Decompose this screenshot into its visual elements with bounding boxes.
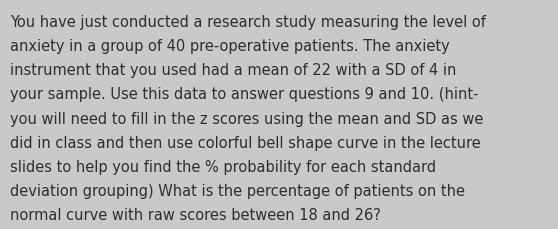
Text: deviation grouping) What is the percentage of patients on the: deviation grouping) What is the percenta… — [10, 183, 465, 198]
Text: did in class and then use colorful bell shape curve in the lecture: did in class and then use colorful bell … — [10, 135, 481, 150]
Text: You have just conducted a research study measuring the level of: You have just conducted a research study… — [10, 15, 486, 30]
Text: instrument that you used had a mean of 22 with a SD of 4 in: instrument that you used had a mean of 2… — [10, 63, 456, 78]
Text: normal curve with raw scores between 18 and 26?: normal curve with raw scores between 18 … — [10, 207, 381, 222]
Text: your sample. Use this data to answer questions 9 and 10. (hint-: your sample. Use this data to answer que… — [10, 87, 479, 102]
Text: slides to help you find the % probability for each standard: slides to help you find the % probabilit… — [10, 159, 436, 174]
Text: anxiety in a group of 40 pre-operative patients. The anxiety: anxiety in a group of 40 pre-operative p… — [10, 39, 450, 54]
Text: you will need to fill in the z scores using the mean and SD as we: you will need to fill in the z scores us… — [10, 111, 483, 126]
